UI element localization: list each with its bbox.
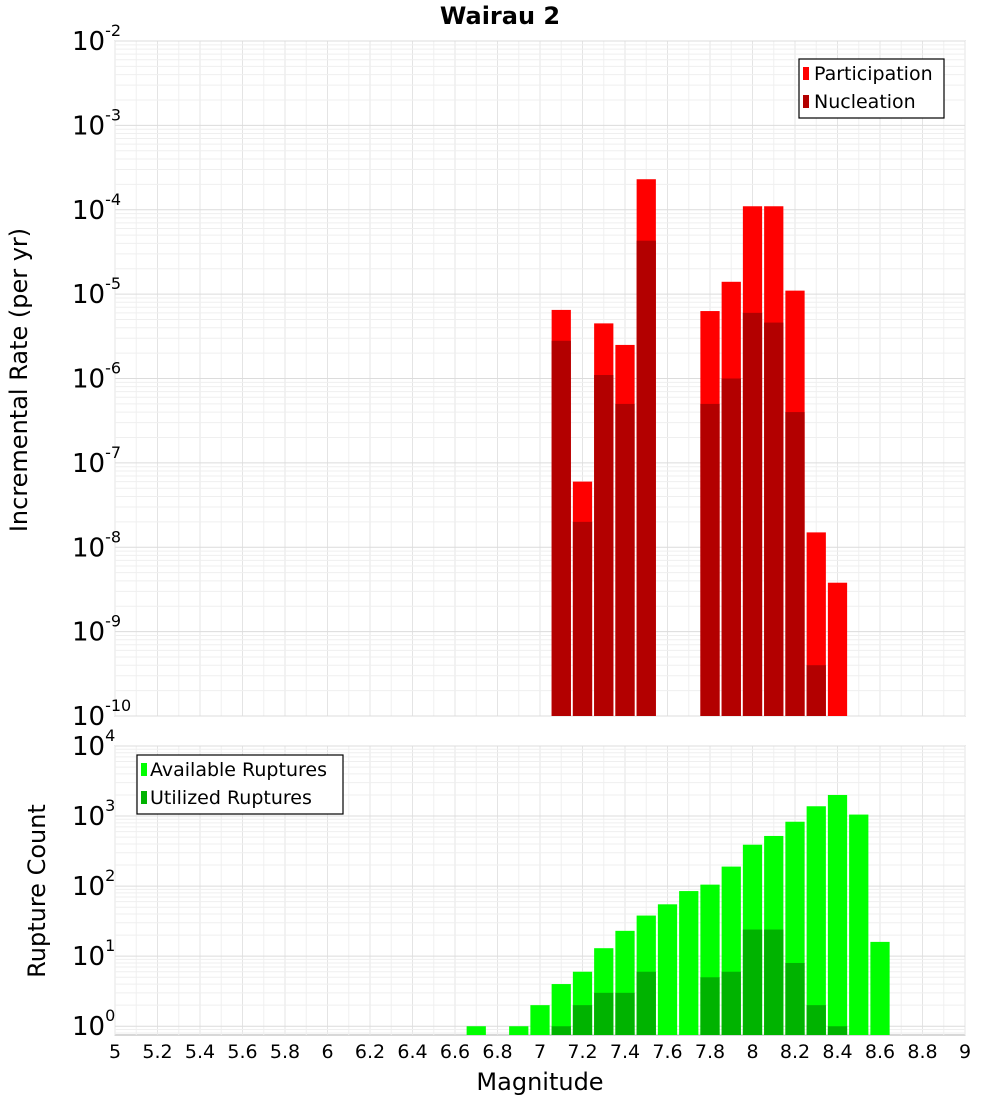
count-legend: Available Ruptures Utilized Ruptures bbox=[136, 754, 344, 815]
available-legend-label: Available Ruptures bbox=[150, 759, 327, 781]
rate-y-tick-label: 10-2 bbox=[72, 21, 121, 57]
count-bar-available-ruptures bbox=[466, 1026, 486, 1035]
count-bar-available-ruptures bbox=[551, 984, 571, 1035]
count-bar-available-ruptures bbox=[849, 814, 869, 1035]
x-tick-label: 7.6 bbox=[652, 1041, 682, 1063]
count-y-tick-label: 104 bbox=[72, 726, 115, 762]
x-tick-label: 5.6 bbox=[227, 1041, 257, 1063]
count-legend-box bbox=[136, 754, 344, 815]
rate-y-tick-label: 10-7 bbox=[72, 443, 121, 479]
count-bar-available-ruptures bbox=[870, 941, 890, 1035]
rate-y-axis-label: Incremental Rate (per yr) bbox=[5, 228, 33, 532]
rate-y-tick-label: 10-3 bbox=[72, 105, 121, 141]
x-tick-label: 8.6 bbox=[865, 1041, 895, 1063]
count-y-tick-label: 102 bbox=[72, 866, 115, 902]
available-legend-swatch bbox=[141, 763, 147, 776]
x-tick-label: 5.8 bbox=[270, 1041, 300, 1063]
nucleation-legend-label: Nucleation bbox=[814, 91, 916, 113]
rate-y-tick-label: 10-5 bbox=[72, 274, 121, 310]
x-tick-label: 8 bbox=[746, 1041, 758, 1063]
x-axis-label: Magnitude bbox=[476, 1068, 603, 1096]
count-y-tick-label: 101 bbox=[72, 936, 115, 972]
participation-legend-swatch bbox=[803, 67, 809, 80]
count-bars bbox=[466, 794, 890, 1035]
rate-bar-nucleation bbox=[572, 521, 593, 716]
x-tick-label: 5.4 bbox=[185, 1041, 215, 1063]
count-bar-available-ruptures bbox=[827, 794, 848, 1035]
participation-legend-label: Participation bbox=[814, 63, 933, 85]
rate-bar-nucleation bbox=[721, 378, 741, 716]
count-bar-utilized-ruptures bbox=[785, 962, 805, 1035]
rate-bar-nucleation bbox=[806, 665, 826, 716]
chart-title: Wairau 2 bbox=[440, 2, 560, 30]
count-bar-utilized-ruptures bbox=[721, 971, 741, 1035]
count-bar-utilized-ruptures bbox=[615, 992, 635, 1035]
count-bar-available-ruptures bbox=[530, 1005, 550, 1035]
rate-bar-nucleation bbox=[785, 412, 805, 716]
rate-bar-nucleation bbox=[615, 403, 635, 716]
count-y-tick-label: 100 bbox=[72, 1006, 115, 1042]
rate-legend: Participation Nucleation bbox=[798, 58, 945, 119]
rate-y-tick-labels: 10-10 10-9 10-8 10-7 10-6 10-5 10-4 10-3 10-2 bbox=[72, 21, 131, 732]
x-tick-label: 5.2 bbox=[142, 1041, 172, 1063]
x-tick-label: 6.8 bbox=[482, 1041, 512, 1063]
x-tick-label: 6.4 bbox=[397, 1041, 427, 1063]
rate-bar-nucleation bbox=[636, 240, 656, 717]
count-bar-available-ruptures bbox=[657, 904, 678, 1035]
count-bar-utilized-ruptures bbox=[742, 929, 763, 1035]
count-bar-utilized-ruptures bbox=[700, 977, 720, 1035]
count-bar-utilized-ruptures bbox=[764, 929, 784, 1035]
count-bar-available-ruptures bbox=[806, 806, 826, 1035]
rate-legend-box bbox=[798, 58, 945, 119]
nucleation-legend-swatch bbox=[803, 95, 809, 108]
rate-panel: 10-10 10-9 10-8 10-7 10-6 10-5 10-4 10-3 10-2 In… bbox=[5, 21, 966, 732]
rate-y-tick-label: 10-6 bbox=[72, 359, 121, 395]
rate-bar-participation bbox=[827, 582, 848, 716]
count-y-axis-label: Rupture Count bbox=[23, 804, 51, 978]
x-tick-label: 6 bbox=[321, 1041, 333, 1063]
x-tick-label: 5 bbox=[109, 1041, 121, 1063]
utilized-legend-label: Utilized Ruptures bbox=[150, 787, 312, 809]
count-bar-utilized-ruptures bbox=[594, 992, 614, 1035]
x-tick-label: 8.2 bbox=[780, 1041, 810, 1063]
rate-y-tick-label: 10-9 bbox=[72, 612, 121, 648]
count-panel: 100 101 102 103 104 Rupture Count Available … bbox=[23, 726, 966, 1042]
rate-bar-nucleation bbox=[700, 403, 720, 716]
x-tick-label: 8.8 bbox=[907, 1041, 937, 1063]
x-tick-label: 7.2 bbox=[567, 1041, 597, 1063]
x-tick-label: 7 bbox=[534, 1041, 546, 1063]
count-bar-available-ruptures bbox=[679, 891, 699, 1035]
count-y-tick-label: 103 bbox=[72, 796, 115, 832]
x-tick-labels: 5 5.2 5.4 5.6 5.8 6 6.2 6.4 6.6 6.8 7 7.2 7.4 7.6 7.8 8… bbox=[109, 1041, 971, 1063]
count-bar-utilized-ruptures bbox=[827, 1026, 848, 1035]
x-tick-label: 9 bbox=[959, 1041, 971, 1063]
count-bar-utilized-ruptures bbox=[636, 971, 656, 1035]
x-tick-label: 8.4 bbox=[822, 1041, 852, 1063]
rate-y-tick-label: 10-4 bbox=[72, 190, 121, 226]
x-tick-label: 6.2 bbox=[355, 1041, 385, 1063]
rate-bars bbox=[551, 179, 848, 717]
rate-y-tick-label: 10-8 bbox=[72, 527, 121, 563]
count-bar-utilized-ruptures bbox=[572, 1005, 593, 1035]
x-tick-label: 7.8 bbox=[695, 1041, 725, 1063]
x-tick-label: 6.6 bbox=[440, 1041, 470, 1063]
count-bar-available-ruptures bbox=[509, 1026, 529, 1035]
rate-bar-nucleation bbox=[764, 322, 784, 716]
x-tick-label: 7.4 bbox=[610, 1041, 640, 1063]
rate-bar-nucleation bbox=[742, 312, 763, 716]
utilized-legend-swatch bbox=[141, 791, 147, 804]
rate-bar-nucleation bbox=[594, 375, 614, 716]
rate-bar-nucleation bbox=[551, 340, 571, 716]
count-y-tick-labels: 100 101 102 103 104 bbox=[72, 726, 115, 1042]
count-bar-utilized-ruptures bbox=[551, 1026, 571, 1035]
count-bar-utilized-ruptures bbox=[806, 1005, 826, 1035]
rate-y-tick-label: 10-10 bbox=[72, 696, 131, 732]
